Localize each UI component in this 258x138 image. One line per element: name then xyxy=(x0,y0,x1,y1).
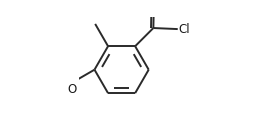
Text: Cl: Cl xyxy=(178,23,190,36)
Text: O: O xyxy=(148,0,157,3)
Text: O: O xyxy=(68,83,77,96)
